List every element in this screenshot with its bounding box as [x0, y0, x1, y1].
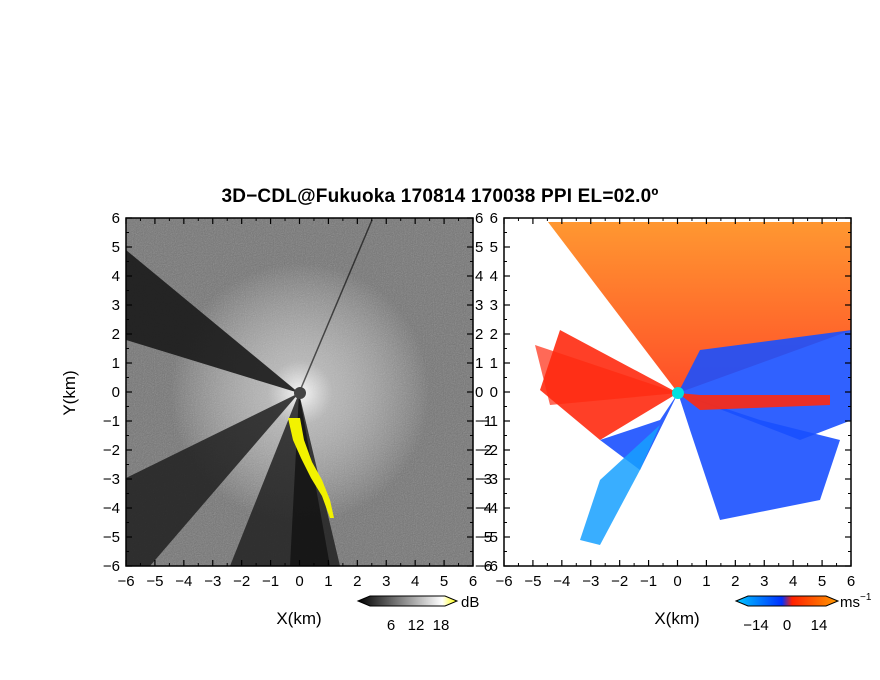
x-tick-label: 1: [702, 573, 710, 590]
velocity-colorbar-tick: 0: [783, 617, 791, 634]
y-tick-label-right: 6: [475, 210, 483, 227]
y-tick-label: −6: [481, 558, 498, 575]
reflectivity-colorbar-tick: 6: [387, 617, 395, 634]
y-tick-label: −2: [481, 442, 498, 459]
y-tick-label: 5: [490, 239, 498, 256]
y-tick-label-right: 5: [475, 239, 483, 256]
y-tick-label: 2: [112, 326, 120, 343]
x-tick-label: 1: [324, 573, 332, 590]
x-tick-label: −1: [262, 573, 279, 590]
velocity-colorbar-unit: ms−1: [840, 592, 872, 611]
x-tick-label: −2: [233, 573, 250, 590]
x-tick-label: 3: [760, 573, 768, 590]
reflectivity-colorbar-unit: dB: [461, 594, 479, 611]
velocity-panel: [504, 218, 851, 566]
x-tick-label: 2: [353, 573, 361, 590]
reflectivity-panel: [126, 218, 473, 566]
velocity-colorbar-tick: 14: [811, 617, 828, 634]
x-tick-label: −1: [640, 573, 657, 590]
y-tick-label: −4: [103, 500, 120, 517]
x-tick-label: −3: [582, 573, 599, 590]
reflectivity-colorbar-tick: 12: [408, 617, 425, 634]
x-tick-label: −3: [204, 573, 221, 590]
y-tick-label: −1: [103, 413, 120, 430]
x-tick-label: −4: [553, 573, 570, 590]
x-tick-label: 4: [789, 573, 797, 590]
y-tick-label: −2: [103, 442, 120, 459]
x-tick-label: 0: [673, 573, 681, 590]
y-tick-label: 2: [490, 326, 498, 343]
x-tick-label: 5: [818, 573, 826, 590]
x-tick-label: 0: [295, 573, 303, 590]
velocity-colorbar: ms−1 −14 0 14: [734, 592, 872, 634]
y-tick-label: −3: [103, 471, 120, 488]
x-tick-label: −6: [495, 573, 512, 590]
y-tick-label-right: −6: [475, 558, 492, 575]
x-axis-label-reflectivity: X(km): [276, 609, 321, 628]
reflectivity-colorbar-tick: 18: [433, 617, 450, 634]
y-tick-label-right: 4: [475, 268, 483, 285]
y-axis-label: Y(km): [60, 370, 79, 415]
y-tick-label: 6: [112, 210, 120, 227]
y-tick-label: 1: [490, 355, 498, 372]
y-tick-label-right: 3: [475, 297, 483, 314]
y-tick-label-right: −3: [475, 471, 492, 488]
x-tick-label: −4: [175, 573, 192, 590]
reflectivity-axes: −6 −5 −4 −3 −2 −1 0 1 2 3 4 5 66 65 54 43 32 21 10 0−1 −1−2−…: [103, 210, 492, 590]
y-tick-label: −1: [481, 413, 498, 430]
velocity-axes: −6 −5 −4 −3 −2 −1 0 1 2 3 4 5 6 6 5 4 3 2 1 0 −1 −2 −3 −4 −5 −6: [481, 210, 855, 590]
y-tick-label: 3: [112, 297, 120, 314]
x-tick-label: 3: [382, 573, 390, 590]
y-tick-label: 5: [112, 239, 120, 256]
y-tick-label-right: −4: [475, 500, 492, 517]
x-tick-label: −2: [611, 573, 628, 590]
y-tick-label: 4: [112, 268, 120, 285]
y-tick-label: 0: [490, 384, 498, 401]
x-tick-label: 5: [440, 573, 448, 590]
y-tick-label-right: 2: [475, 326, 483, 343]
x-tick-label: −5: [524, 573, 541, 590]
y-tick-label: −5: [481, 529, 498, 546]
y-tick-label: −5: [103, 529, 120, 546]
x-tick-label: 4: [411, 573, 419, 590]
x-tick-label: −5: [146, 573, 163, 590]
y-tick-label: −3: [481, 471, 498, 488]
y-tick-label: 6: [490, 210, 498, 227]
y-tick-label-right: −5: [475, 529, 492, 546]
y-tick-label-right: 0: [475, 384, 483, 401]
x-tick-label: 2: [731, 573, 739, 590]
x-axis-label-velocity: X(km): [654, 609, 699, 628]
y-tick-label: −6: [103, 558, 120, 575]
x-tick-label: 6: [847, 573, 855, 590]
y-tick-label: 0: [112, 384, 120, 401]
y-tick-label: 3: [490, 297, 498, 314]
y-tick-label-right: −1: [475, 413, 492, 430]
x-tick-label: −6: [117, 573, 134, 590]
velocity-colorbar-tick: −14: [743, 617, 768, 634]
chart-title: 3D−CDL@Fukuoka 170814 170038 PPI EL=02.0…: [221, 186, 659, 207]
y-tick-label: −4: [481, 500, 498, 517]
x-tick-label: 6: [469, 573, 477, 590]
y-tick-label: 4: [490, 268, 498, 285]
y-tick-label-right: −2: [475, 442, 492, 459]
y-tick-label-right: 1: [475, 355, 483, 372]
y-tick-label: 1: [112, 355, 120, 372]
reflectivity-colorbar: dB 6 12 18: [356, 594, 479, 634]
